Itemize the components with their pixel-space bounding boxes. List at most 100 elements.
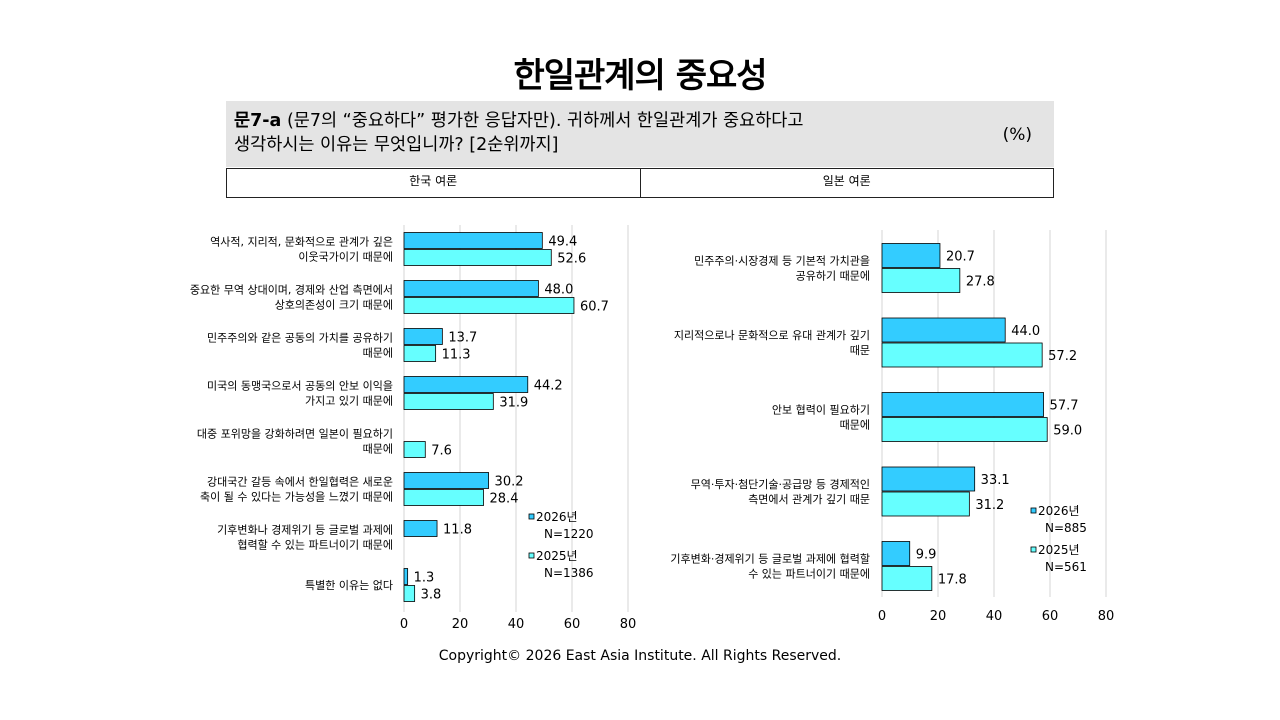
category-label: 민주주의와 같은 공동의 가치를 공유하기 bbox=[207, 331, 393, 345]
category-label: 때문 bbox=[850, 344, 870, 357]
legend-sample-size: N=885 bbox=[1045, 521, 1087, 535]
category-label: 미국의 동맹국으로서 공동의 안보 이익을 bbox=[207, 380, 393, 393]
data-label: 48.0 bbox=[544, 283, 573, 298]
x-tick-label: 0 bbox=[400, 617, 408, 632]
category-label: 때문에 bbox=[840, 419, 870, 432]
data-label: 11.8 bbox=[443, 523, 472, 538]
bar-2026 bbox=[881, 317, 1006, 343]
data-label: 20.7 bbox=[946, 250, 975, 265]
legend-series-name: 2026년 bbox=[1038, 504, 1080, 518]
data-label: 17.8 bbox=[938, 573, 967, 588]
legend-swatch bbox=[528, 513, 535, 520]
data-label: 7.6 bbox=[431, 444, 452, 459]
bar-2025 bbox=[403, 249, 552, 266]
question-text: 문7-a (문7의 “중요하다” 평가한 응답자만). 귀하께서 한일관계가 중… bbox=[234, 109, 954, 157]
category-label: 중요한 무역 상대이며, 경제와 산업 측면에서 bbox=[190, 284, 393, 297]
bar-2025 bbox=[403, 297, 575, 314]
bar-2025 bbox=[881, 268, 961, 293]
data-label: 11.3 bbox=[442, 348, 471, 363]
copyright-text: Copyright© 2026 East Asia Institute. All… bbox=[438, 648, 842, 664]
category-label: 강대국간 갈등 속에서 한일협력은 새로운 bbox=[207, 475, 393, 489]
x-tick-label: 60 bbox=[564, 617, 581, 632]
legend-swatch bbox=[1030, 546, 1037, 553]
category-label: 지리적으로나 문화적으로 유대 관계가 깊기 bbox=[674, 329, 870, 342]
legend-series-name: 2025년 bbox=[1038, 543, 1080, 557]
legend-series-name: 2026년 bbox=[536, 510, 578, 524]
bar-2025 bbox=[881, 342, 1043, 368]
category-label: 민주주의·시장경제 등 기본적 가치관을 bbox=[694, 255, 870, 268]
bar-2026 bbox=[403, 520, 438, 537]
x-tick-label: 20 bbox=[452, 617, 469, 632]
bar-2026 bbox=[403, 376, 529, 393]
question-line-1-text: (문7의 “중요하다” 평가한 응답자만). 귀하께서 한일관계가 중요하다고 bbox=[286, 111, 804, 131]
bar-2026 bbox=[403, 472, 489, 489]
category-label: 역사적, 지리적, 문화적으로 관계가 깊은 bbox=[210, 236, 393, 249]
bar-2025 bbox=[881, 566, 933, 591]
data-label: 30.2 bbox=[495, 475, 524, 490]
category-label: 대중 포위망을 강화하려면 일본이 필요하기 bbox=[197, 427, 393, 441]
data-label: 49.4 bbox=[548, 235, 577, 250]
category-label: 특별한 이유는 없다 bbox=[305, 579, 393, 592]
data-label: 57.2 bbox=[1048, 349, 1077, 364]
category-label: 공유하기 때문에 bbox=[796, 269, 870, 283]
legend-sample-size: N=1220 bbox=[544, 527, 594, 541]
data-label: 60.7 bbox=[580, 300, 609, 315]
data-label: 59.0 bbox=[1053, 424, 1082, 439]
category-label: 무역·투자·첨단기술·공급망 등 경제적인 bbox=[691, 478, 870, 491]
data-label: 52.6 bbox=[557, 252, 586, 267]
category-label: 측면에서 관계가 깊기 때문 bbox=[748, 493, 870, 506]
bar-2025 bbox=[881, 417, 1048, 442]
data-label: 13.7 bbox=[448, 331, 477, 346]
bar-2026 bbox=[403, 328, 443, 345]
header-japan: 일본 여론 bbox=[639, 169, 1054, 197]
question-line-2: 생각하시는 이유는 무엇입니까? [2순위까지] bbox=[234, 135, 559, 155]
category-label: 안보 협력이 필요하기 bbox=[772, 403, 870, 417]
bar-2026 bbox=[881, 541, 911, 566]
question-line-1: 문7-a (문7의 “중요하다” 평가한 응답자만). 귀하께서 한일관계가 중… bbox=[234, 109, 954, 133]
legend-sample-size: N=561 bbox=[1045, 560, 1087, 574]
category-label: 축이 될 수 있다는 가능성을 느꼈기 때문에 bbox=[200, 490, 393, 504]
region-header-row: 한국 여론 일본 여론 bbox=[226, 168, 1054, 198]
category-label: 기후변화나 경제위기 등 글로벌 과제에 bbox=[217, 524, 393, 537]
legend-series-name: 2025년 bbox=[536, 549, 578, 563]
question-box: 문7-a (문7의 “중요하다” 평가한 응답자만). 귀하께서 한일관계가 중… bbox=[226, 101, 1054, 167]
x-tick-label: 20 bbox=[930, 609, 947, 624]
x-tick-label: 0 bbox=[878, 609, 886, 624]
legend-sample-size: N=1386 bbox=[544, 566, 594, 580]
bar-2026 bbox=[403, 232, 543, 249]
category-label: 이웃국가이기 때문에 bbox=[298, 251, 393, 264]
data-label: 44.0 bbox=[1011, 324, 1040, 339]
bar-2025 bbox=[403, 345, 437, 362]
data-label: 28.4 bbox=[490, 492, 519, 507]
data-label: 9.9 bbox=[916, 548, 937, 563]
data-label: 27.8 bbox=[966, 275, 995, 290]
data-label: 3.8 bbox=[421, 588, 442, 603]
x-tick-label: 40 bbox=[986, 609, 1003, 624]
question-number: 문7-a bbox=[234, 111, 282, 131]
data-label: 1.3 bbox=[414, 571, 435, 586]
bar-2026 bbox=[403, 568, 409, 585]
bar-2026 bbox=[881, 466, 976, 492]
bar-2026 bbox=[881, 243, 941, 268]
header-korea: 한국 여론 bbox=[409, 174, 458, 188]
page-title: 한일관계의 중요성 bbox=[513, 56, 767, 96]
data-label: 31.2 bbox=[975, 498, 1004, 513]
legend-swatch bbox=[528, 552, 535, 559]
x-tick-label: 40 bbox=[508, 617, 525, 632]
bar-2025 bbox=[403, 585, 416, 602]
category-label: 협력할 수 있는 파트너이기 때문에 bbox=[237, 539, 393, 552]
bar-2025 bbox=[403, 441, 426, 458]
category-label: 상호의존성이 크기 때문에 bbox=[275, 299, 393, 312]
bar-2026 bbox=[881, 392, 1044, 417]
legend-swatch bbox=[1030, 507, 1037, 514]
category-label: 가지고 있기 때문에 bbox=[305, 395, 393, 408]
x-tick-label: 80 bbox=[1098, 609, 1115, 624]
bar-2026 bbox=[403, 280, 539, 297]
data-label: 33.1 bbox=[981, 473, 1010, 488]
x-tick-label: 60 bbox=[1042, 609, 1059, 624]
data-label: 44.2 bbox=[534, 379, 563, 394]
bar-2025 bbox=[881, 491, 970, 517]
bar-2025 bbox=[403, 393, 494, 410]
